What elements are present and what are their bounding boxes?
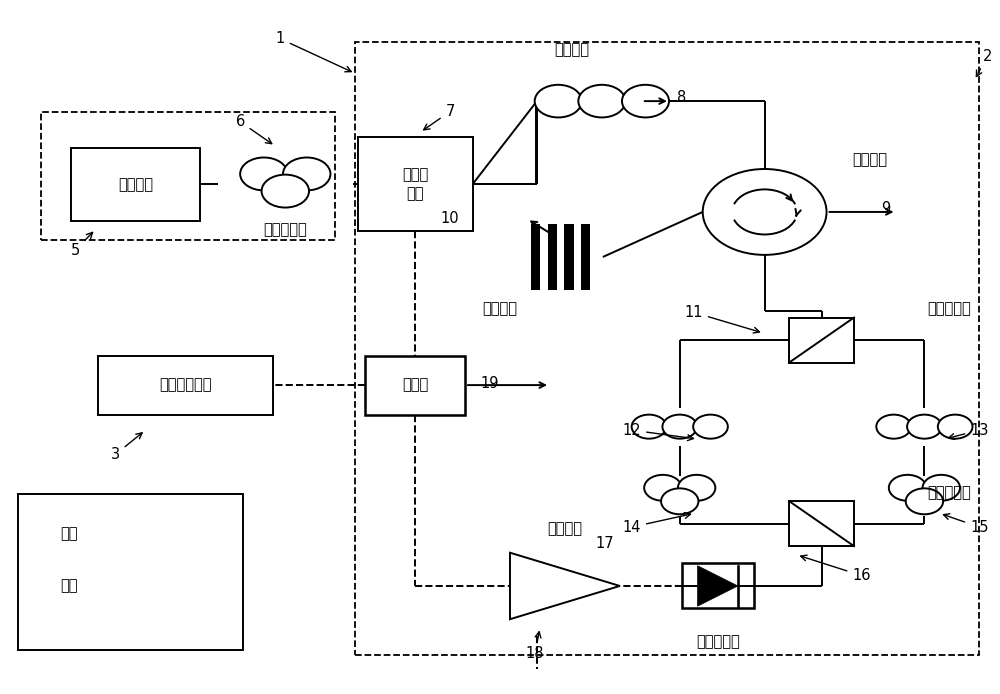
Text: 光电探测器: 光电探测器 [696, 634, 740, 649]
Bar [548, 224, 557, 290]
Text: 电路: 电路 [60, 579, 77, 593]
Bar [355, 42, 979, 655]
Text: 11: 11 [684, 305, 759, 333]
Circle shape [923, 475, 960, 501]
Text: 19: 19 [480, 375, 499, 391]
Text: 2: 2 [976, 49, 992, 76]
Circle shape [889, 475, 926, 501]
Circle shape [678, 475, 715, 501]
Text: 功分器: 功分器 [402, 378, 428, 393]
Bar [98, 355, 273, 414]
Text: 相位调
制器: 相位调 制器 [402, 167, 428, 202]
Bar [531, 224, 540, 290]
Polygon shape [510, 552, 620, 619]
Text: 7: 7 [424, 104, 455, 130]
Text: 8: 8 [677, 90, 686, 105]
Circle shape [907, 414, 942, 439]
Text: 光环形器: 光环形器 [852, 153, 887, 167]
Circle shape [661, 489, 698, 514]
Text: 16: 16 [801, 555, 871, 583]
Text: 光路: 光路 [60, 527, 77, 541]
Text: 偏振合束器: 偏振合束器 [928, 485, 971, 500]
Text: 激光光源: 激光光源 [118, 177, 153, 192]
Bar [71, 148, 200, 221]
Text: 18: 18 [526, 632, 544, 661]
Bar [41, 112, 335, 239]
Text: 10: 10 [441, 212, 459, 226]
Bar [18, 494, 243, 650]
Text: 14: 14 [623, 513, 690, 534]
Circle shape [262, 175, 309, 208]
Circle shape [662, 414, 697, 439]
Bar [564, 224, 574, 290]
Text: 1: 1 [276, 31, 351, 71]
Bar [682, 564, 754, 609]
Text: 15: 15 [943, 514, 989, 534]
Circle shape [535, 85, 582, 117]
Text: 微波信号解调: 微波信号解调 [159, 378, 212, 393]
Circle shape [632, 414, 666, 439]
Bar [789, 318, 854, 362]
Circle shape [644, 475, 682, 501]
Circle shape [283, 158, 330, 190]
Text: 偏振分束器: 偏振分束器 [928, 301, 971, 316]
Text: 9: 9 [881, 201, 891, 216]
Text: 单模光纤: 单模光纤 [554, 42, 589, 57]
Text: 偏振控制器: 偏振控制器 [263, 222, 307, 237]
Circle shape [622, 85, 669, 117]
Bar [358, 137, 473, 231]
Bar [789, 501, 854, 546]
Text: 传感探头: 传感探头 [482, 301, 518, 316]
Bar [365, 355, 465, 414]
Circle shape [693, 414, 728, 439]
Circle shape [240, 158, 288, 190]
Circle shape [578, 85, 625, 117]
Circle shape [876, 414, 911, 439]
Polygon shape [698, 566, 738, 607]
Text: 6: 6 [236, 115, 272, 144]
Text: 5: 5 [71, 232, 93, 257]
Text: 13: 13 [949, 423, 989, 439]
Circle shape [703, 169, 827, 255]
Text: 17: 17 [596, 536, 614, 550]
Text: 电放大器: 电放大器 [547, 521, 582, 536]
Text: 3: 3 [111, 433, 142, 462]
Circle shape [906, 489, 943, 514]
Circle shape [938, 414, 973, 439]
Bar [581, 224, 590, 290]
Text: 12: 12 [623, 423, 693, 441]
